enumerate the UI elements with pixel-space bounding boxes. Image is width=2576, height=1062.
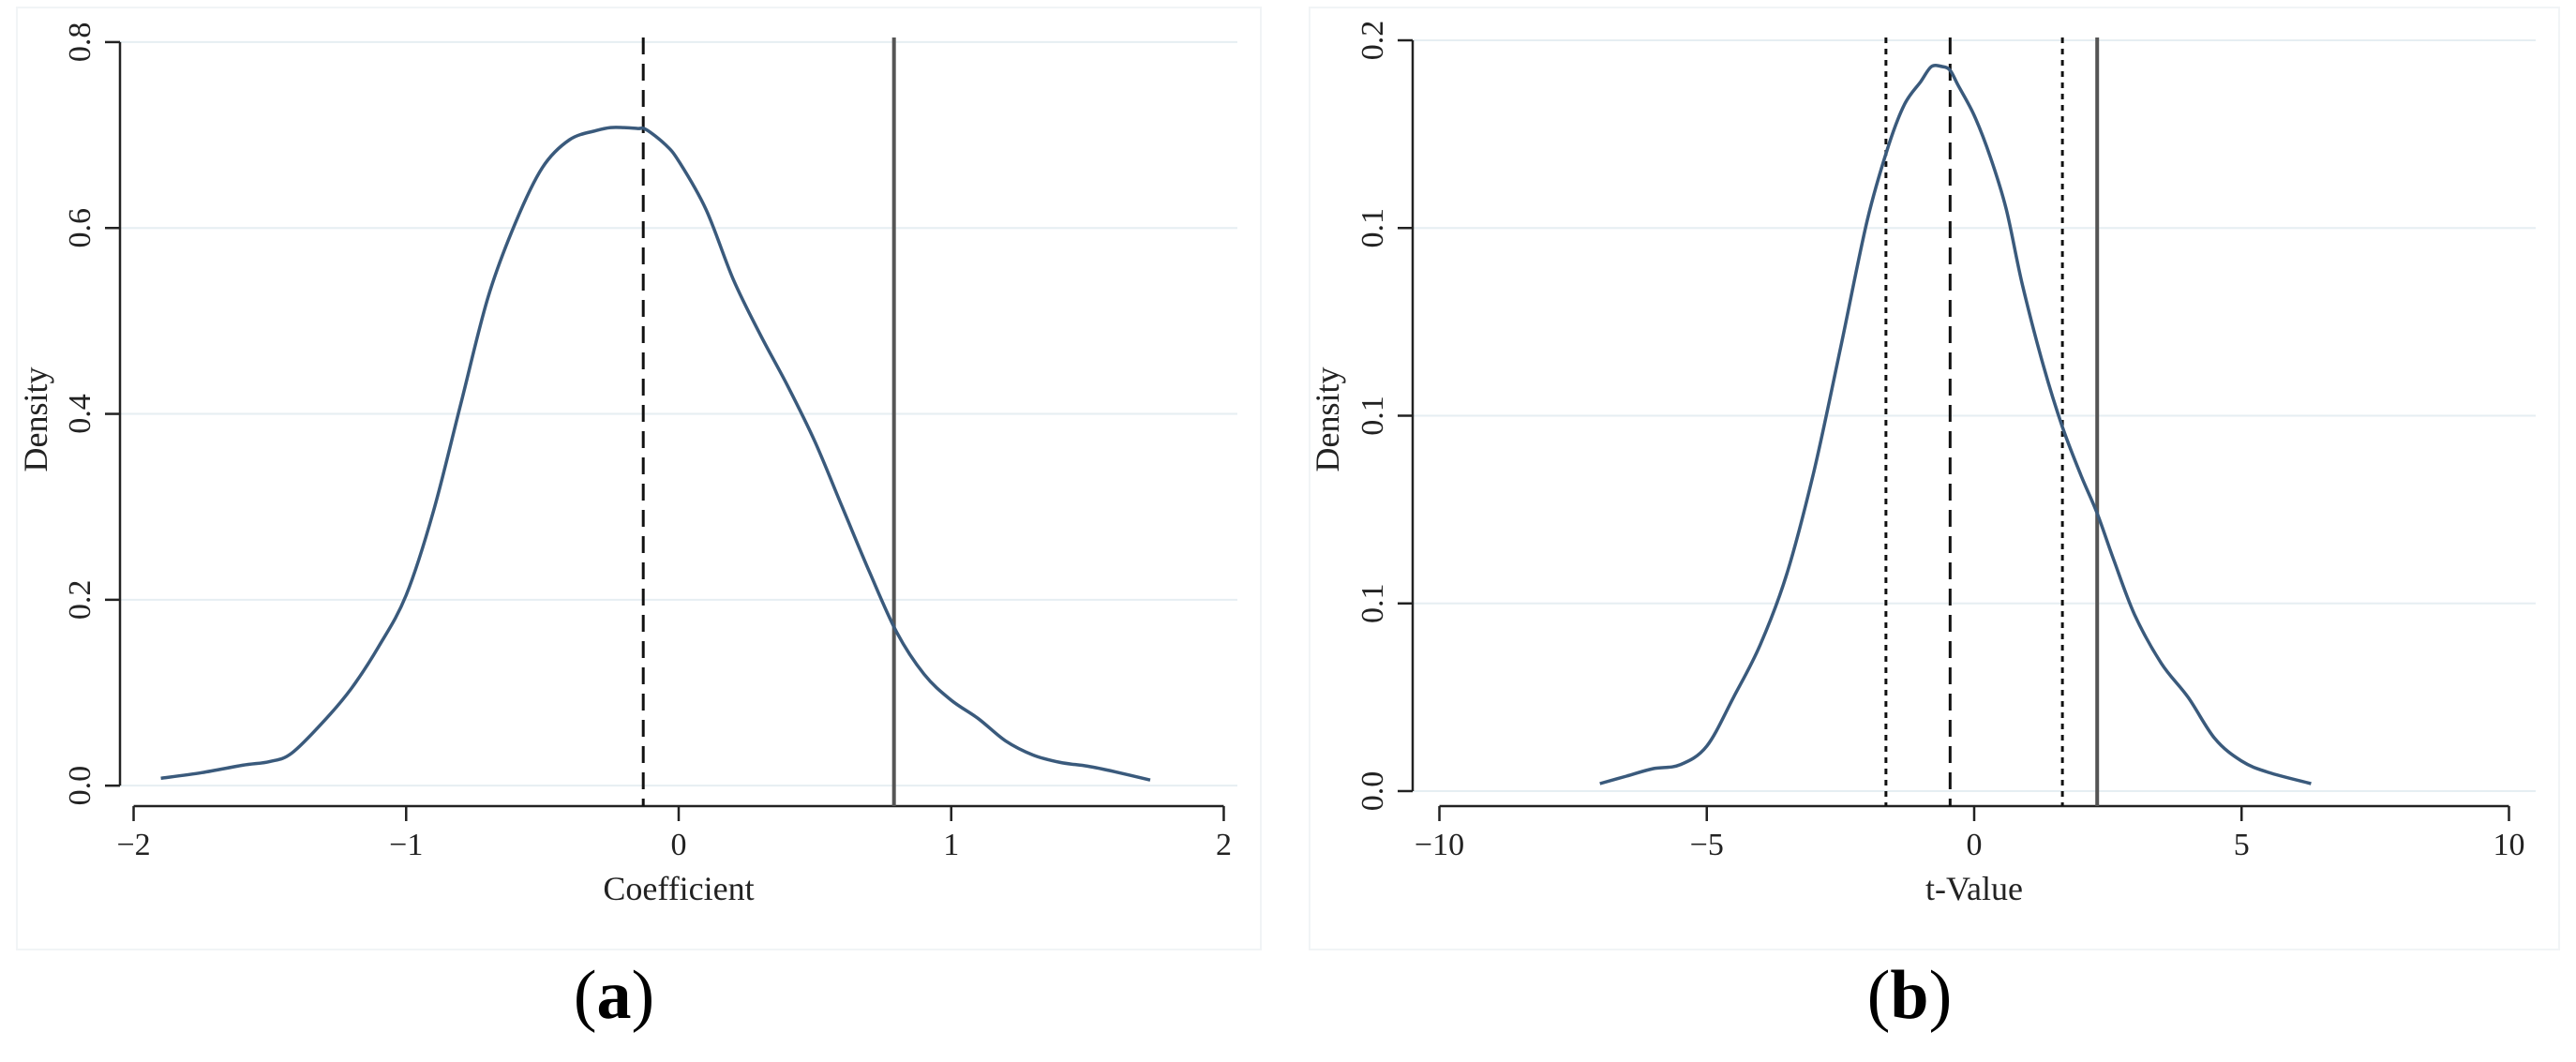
x-tick-label-b-4: 10 (2493, 828, 2524, 862)
x-tick-label-a-0: −2 (116, 828, 150, 862)
y-tick-label-a-2: 0.4 (63, 394, 97, 434)
y-axis-title-a: Density (17, 367, 54, 472)
y-tick-label-a-1: 0.2 (63, 580, 97, 621)
y-tick-label-a-0: 0.0 (63, 766, 97, 806)
panel-label-a-text: a (596, 957, 632, 1034)
panel-frame-a (16, 7, 1262, 950)
x-tick-label-a-1: −1 (389, 828, 423, 862)
y-tick-label-b-0: 0.0 (1355, 771, 1390, 812)
x-tick-label-a-4: 2 (1216, 828, 1232, 862)
y-axis-title-b: Density (1309, 367, 1346, 472)
x-tick-label-b-1: −5 (1690, 828, 1724, 862)
x-axis-title-a: Coefficient (603, 870, 754, 907)
panel-label-b: (b) (1866, 957, 1953, 1034)
y-tick-label-b-1: 0.1 (1355, 583, 1390, 623)
x-tick-label-a-2: 0 (671, 828, 687, 862)
y-tick-label-b-2: 0.1 (1355, 396, 1390, 436)
density-curve-b-0 (1599, 63, 2312, 785)
y-tick-label-b-3: 0.1 (1355, 208, 1390, 248)
panel-frame-b (1309, 7, 2560, 950)
panel-label-b-text: b (1890, 957, 1929, 1034)
panel-label-a: (a) (573, 957, 655, 1034)
y-tick-label-b-4: 0.2 (1355, 21, 1390, 60)
x-tick-label-b-3: 5 (2234, 828, 2250, 862)
x-tick-label-b-0: −10 (1415, 828, 1464, 862)
y-tick-label-a-3: 0.6 (63, 208, 97, 247)
y-tick-label-a-4: 0.8 (63, 22, 97, 62)
x-tick-label-a-3: 1 (943, 828, 959, 862)
density-curve-a-0 (160, 126, 1151, 782)
chart-panel-b: 0.0 0.1 0.1 0.1 0.2 −10 −5 0 5 10 t-Value Density (1309, 7, 2560, 950)
x-axis-title-b: t-Value (1925, 870, 2023, 907)
chart-panel-a: 0.0 0.2 0.4 0.6 0.8 −2 −1 0 1 2 Coefficient Density (16, 7, 1262, 950)
x-tick-label-b-2: 0 (1967, 828, 1983, 862)
